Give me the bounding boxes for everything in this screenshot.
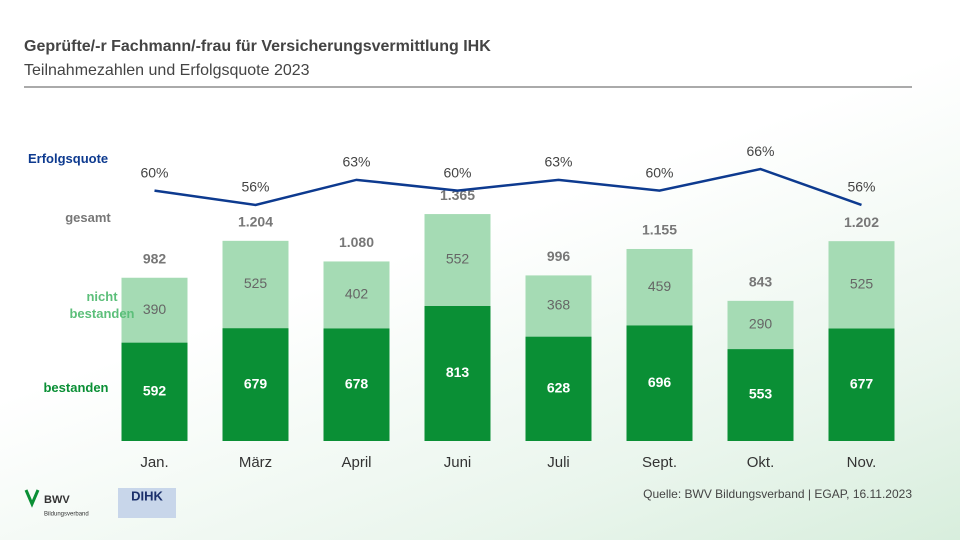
bar-segment	[323, 328, 390, 441]
bar-segment	[727, 349, 794, 441]
bwv-logo: BWV	[44, 494, 70, 506]
line-label: 56%	[241, 179, 269, 195]
value-label: 390	[143, 301, 167, 317]
value-label: 553	[749, 386, 773, 402]
bar-segment	[222, 240, 289, 329]
legend-entry: bestanden	[43, 380, 109, 395]
bar-segment	[424, 305, 491, 441]
bar-segment	[222, 328, 289, 441]
line-label: 66%	[746, 143, 774, 159]
x-tick-label: Sept.	[642, 454, 677, 471]
bar-segment	[424, 214, 491, 306]
total-label: 843	[749, 274, 773, 290]
totals-legend: gesamt	[65, 210, 111, 225]
value-label: 552	[446, 251, 470, 267]
dihk-logo-box	[118, 488, 176, 518]
value-label: 696	[648, 374, 672, 390]
x-tick-label: Juni	[444, 454, 472, 471]
x-tick-label: April	[341, 454, 371, 471]
dihk-logo: DIHK	[131, 488, 163, 503]
chart-title: Geprüfte/-r Fachmann/-frau für Versicher…	[24, 38, 491, 55]
bar-segment	[121, 342, 188, 441]
value-label: 813	[446, 364, 470, 380]
total-label: 1.202	[844, 214, 879, 230]
line-label: 63%	[544, 154, 572, 170]
bar-segment	[121, 277, 188, 343]
value-label: 592	[143, 382, 167, 398]
x-tick-label: Nov.	[847, 454, 877, 471]
line-label: 60%	[645, 164, 673, 180]
bar-segment	[727, 300, 794, 350]
total-label: 1.204	[238, 214, 273, 230]
value-label: 677	[850, 375, 874, 391]
bwv-logo-mark	[24, 489, 40, 508]
chart-subtitle: Teilnahmezahlen und Erfolgsquote 2023	[24, 62, 310, 79]
value-label: 628	[547, 380, 571, 396]
bwv-logo-sub: Bildungsverband	[44, 512, 89, 518]
bar-segment	[626, 325, 693, 441]
value-label: 678	[345, 375, 369, 391]
value-label: 459	[648, 278, 672, 294]
total-label: 996	[547, 248, 571, 264]
value-label: 679	[244, 375, 268, 391]
bar-segment	[828, 328, 895, 441]
x-tick-label: März	[239, 454, 272, 471]
line	[154, 167, 862, 207]
line-label: 56%	[847, 179, 875, 195]
value-label: 402	[345, 286, 369, 302]
value-label: 525	[244, 275, 268, 291]
x-tick-label: Okt.	[747, 454, 775, 471]
total-label: 982	[143, 250, 167, 266]
value-label: 525	[850, 276, 874, 292]
bar-segment	[525, 336, 592, 441]
total-label: 1.080	[339, 234, 374, 250]
x-tick-label: Jan.	[140, 454, 168, 471]
line-label: 60%	[140, 164, 168, 180]
x-tick-label: Juli	[547, 454, 570, 471]
bar-segment	[828, 241, 895, 329]
source: Quelle: BWV Bildungsverband | EGAP, 16.1…	[643, 487, 912, 501]
legend-entry: nicht bestanden	[69, 289, 135, 321]
line-label: 63%	[342, 154, 370, 170]
value-label: 368	[547, 297, 571, 313]
line-label: 60%	[443, 164, 471, 180]
value-label: 290	[749, 316, 773, 332]
bar-segment	[323, 261, 390, 329]
bar-segment	[525, 275, 592, 337]
bar-segment	[626, 248, 693, 326]
line-legend: Erfolgsquote	[28, 151, 109, 166]
total-label: 1.155	[642, 222, 677, 238]
